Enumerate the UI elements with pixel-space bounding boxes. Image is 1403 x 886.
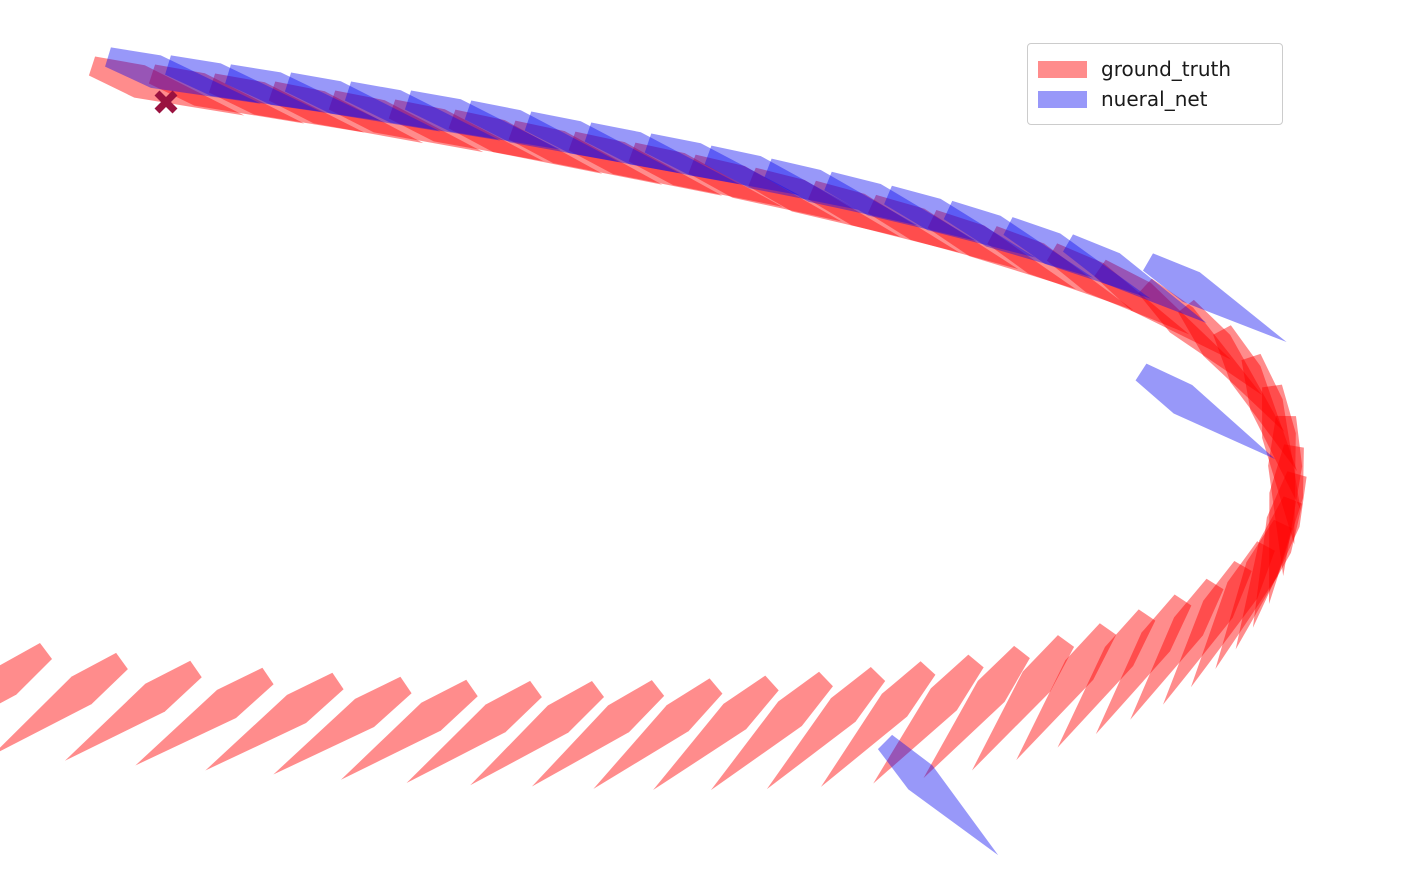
legend: ground_truth nueral_net — [1027, 43, 1283, 125]
legend-label-ground-truth: ground_truth — [1101, 57, 1232, 81]
legend-entry-neural-net: nueral_net — [1038, 88, 1272, 110]
legend-swatch-ground-truth — [1038, 60, 1087, 78]
legend-entry-ground-truth: ground_truth — [1038, 58, 1272, 80]
x-marker — [154, 90, 178, 114]
ground_truth-pose-glyph — [55, 655, 206, 775]
legend-swatch-neural-net — [1038, 90, 1087, 108]
legend-label-neural-net: nueral_net — [1101, 87, 1208, 111]
ground_truth-pose-glyph — [125, 661, 278, 780]
